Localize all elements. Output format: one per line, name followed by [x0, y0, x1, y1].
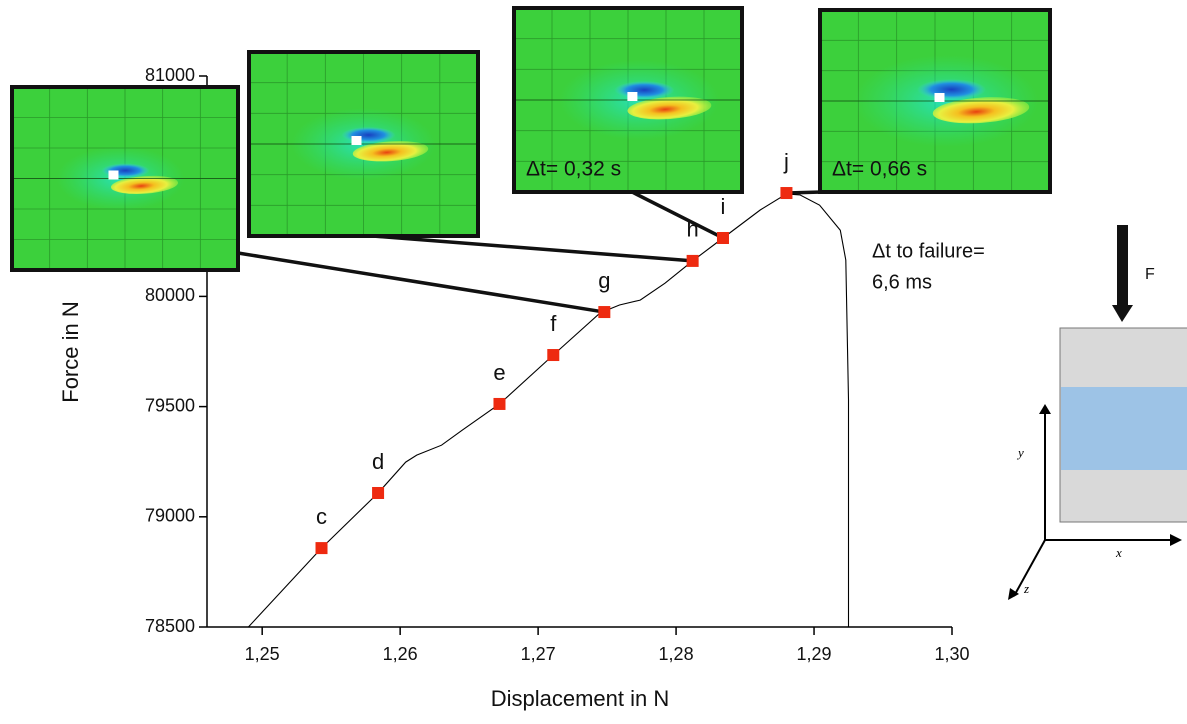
force-label: F: [1145, 266, 1155, 283]
heat-blue: [917, 79, 986, 100]
arrow-head: [1170, 534, 1182, 546]
inset-image: Δt= 0,32 s: [514, 8, 742, 192]
force-arrow: [1117, 225, 1128, 307]
marker-label: g: [598, 268, 610, 293]
marker: [316, 542, 328, 554]
z-arrow: [1014, 540, 1045, 596]
marker: [372, 487, 384, 499]
marker: [717, 232, 729, 244]
x-axis-title: Displacement in N: [491, 686, 670, 711]
y-tick-label: 79000: [145, 506, 195, 526]
x-tick-label: 1,26: [383, 644, 418, 664]
y-axis-title: Force in N: [58, 301, 83, 402]
marker: [598, 306, 610, 318]
marker-label: e: [493, 360, 505, 385]
hole: [352, 136, 362, 145]
axis-label: z: [1023, 581, 1029, 596]
axis-label: y: [1016, 445, 1024, 460]
hole: [108, 171, 118, 180]
y-tick-label: 80000: [145, 285, 195, 305]
inset-image: Δt= 0,66 s: [820, 10, 1050, 192]
y-tick-label: 81000: [145, 65, 195, 85]
annotation: Δt to failure=: [872, 240, 985, 262]
y-tick-label: 78500: [145, 616, 195, 636]
heat-blue: [614, 81, 674, 99]
annotation: 6,6 ms: [872, 271, 932, 293]
inset-image: [249, 52, 478, 236]
y-tick-label: 79500: [145, 395, 195, 415]
connector: [632, 192, 723, 238]
x-tick-label: 1,30: [934, 644, 969, 664]
marker-label: c: [316, 504, 327, 529]
force-arrow-head: [1112, 305, 1133, 322]
inset-image: [12, 87, 238, 270]
x-tick-label: 1,25: [245, 644, 280, 664]
marker: [780, 187, 792, 199]
marker: [493, 398, 505, 410]
marker-label: f: [550, 311, 557, 336]
marker: [687, 255, 699, 267]
curve: [248, 194, 848, 627]
hole: [627, 92, 637, 101]
x-tick-label: 1,28: [659, 644, 694, 664]
connector: [238, 253, 604, 312]
hole: [935, 93, 945, 102]
specimen-diagram: F y x z: [1008, 225, 1187, 600]
axis-label: x: [1115, 545, 1122, 560]
marker-label: j: [783, 149, 789, 174]
x-tick-label: 1,27: [521, 644, 556, 664]
arrow-head: [1039, 404, 1051, 414]
chart: Displacement in N Force in N Δt to failu…: [0, 0, 1187, 719]
inset-caption: Δt= 0,32 s: [526, 158, 621, 181]
marker-label: h: [687, 217, 699, 242]
marker-label: i: [721, 194, 726, 219]
connector: [360, 235, 693, 261]
x-tick-label: 1,29: [797, 644, 832, 664]
inset-caption: Δt= 0,66 s: [832, 158, 927, 181]
layer: [1061, 387, 1187, 470]
marker: [547, 349, 559, 361]
heat-blue: [342, 127, 396, 143]
marker-label: d: [372, 449, 384, 474]
